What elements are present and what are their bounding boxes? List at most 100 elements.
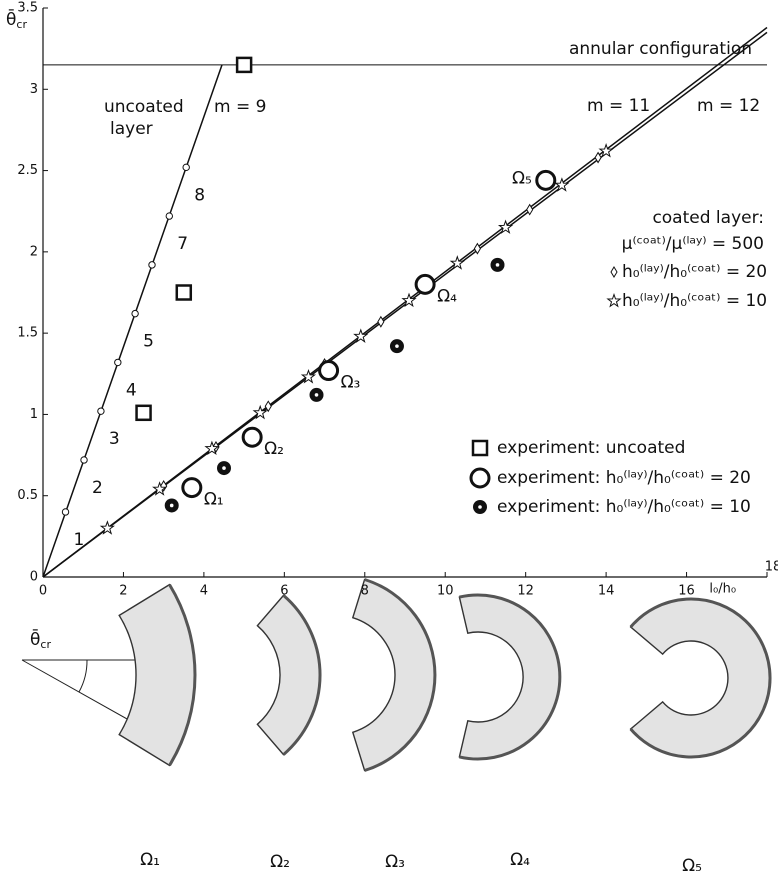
y-tick-label: 2.5 [17, 163, 38, 178]
mode-label: 5 [143, 332, 154, 352]
omega-label: Ω₂ [264, 439, 284, 459]
open-circle-point [241, 426, 263, 448]
star-point [598, 143, 614, 158]
x-tick-label: 12 [517, 584, 534, 599]
omega-label: Ω₁ [204, 490, 224, 510]
dot-center [495, 263, 500, 267]
legend-text: experiment: h₀⁽ˡᵃʸ⁾/h₀⁽ᶜᵒᵃᵗ⁾ = 20 [497, 468, 751, 488]
shape-label: Ω₃ [385, 852, 405, 872]
x-tick-label: 16 [678, 584, 695, 599]
x-tick-label: 10 [437, 584, 454, 599]
mode-label: 8 [194, 185, 205, 205]
shape-label: Ω₄ [510, 850, 530, 870]
small-circle-point [114, 358, 122, 367]
mode-label: 3 [109, 429, 120, 449]
star-point [252, 404, 268, 420]
star-point [300, 368, 317, 384]
y-tick-label: 3 [30, 82, 38, 97]
star-point [554, 177, 570, 192]
shape-label: Ω₂ [270, 852, 290, 872]
y-tick-label: 3.5 [17, 1, 38, 16]
y-axis-label: θ̄cr [6, 8, 27, 31]
open-circle-point [535, 169, 557, 191]
coating-edge [168, 583, 197, 767]
mode-label: 4 [126, 380, 137, 400]
small-circle-point [148, 261, 156, 269]
square-point [175, 284, 193, 301]
x-tick-label: 14 [598, 584, 615, 599]
open-circle-point [318, 360, 340, 382]
y-label-sub: cr [16, 18, 27, 31]
y-tick-label: 0.5 [17, 488, 38, 503]
coating-edge [629, 597, 772, 759]
dot-circle-point [217, 461, 231, 476]
star-point [152, 481, 168, 496]
line-label: m = 11 [587, 96, 650, 116]
annotation: m = 9 [214, 97, 266, 117]
dot-circle-point [389, 339, 404, 354]
small-circle-point [182, 163, 190, 172]
star-point [204, 440, 220, 456]
legend-text: experiment: uncoated [497, 438, 685, 458]
star-point [353, 328, 369, 343]
x-tick-label: 0 [39, 584, 47, 599]
shape-label: Ω₅ [682, 856, 702, 876]
x-tick-label: 6 [280, 584, 288, 599]
open-circle-point [181, 477, 203, 499]
small-circle-point [165, 212, 173, 220]
diamond-point [526, 203, 534, 216]
square-point [235, 56, 253, 74]
legend-text: experiment: h₀⁽ˡᵃʸ⁾/h₀⁽ᶜᵒᵃᵗ⁾ = 10 [497, 497, 751, 517]
y-tick-label: 0 [30, 570, 38, 585]
star-point [449, 255, 465, 270]
omega-label: Ω₃ [341, 373, 361, 393]
star-point [99, 520, 115, 535]
legend-title: coated layer: [652, 208, 764, 228]
diamond-point [473, 242, 481, 255]
square-point [135, 404, 152, 422]
legend-marker [610, 266, 618, 278]
star-point [401, 292, 417, 308]
domain-shape [458, 594, 561, 760]
dot-circle-point [490, 257, 505, 272]
shape-label: Ω₁ [140, 850, 160, 870]
coating-edge [364, 578, 437, 772]
dot-center [395, 344, 399, 348]
mode-label: 7 [177, 234, 188, 254]
curve [42, 64, 223, 578]
mode-label: 1 [74, 530, 85, 550]
x-tick-label: 8 [361, 584, 369, 599]
small-circle-point [131, 309, 139, 318]
hline-label: annular configuration [569, 39, 752, 59]
small-circle-point [80, 456, 88, 464]
domain-shape [351, 578, 436, 772]
open-circle-point [414, 273, 436, 295]
angle-symbol: θ̄ [30, 628, 40, 650]
omega-label: Ω₄ [437, 286, 457, 306]
x-axis-label: l₀/h₀ [709, 582, 736, 597]
line-label: m = 12 [697, 96, 760, 116]
diamond-point [264, 400, 272, 413]
dot-center [222, 466, 226, 470]
legend-text: μ⁽ᶜᵒᵃᵗ⁾/μ⁽ˡᵃʸ⁾ = 500 [622, 234, 764, 254]
legend-marker [469, 467, 491, 489]
shapes: Ω₁ Ω₂ Ω₃ Ω₄ Ω₅ [21, 578, 772, 876]
omega-label: Ω₅ [512, 168, 532, 188]
y-label-symbol: θ̄ [6, 8, 16, 30]
angle-label: θ̄cr [30, 628, 51, 651]
dot-center [314, 393, 319, 397]
angle-arc [78, 659, 88, 693]
x-tick-label: 2 [119, 584, 127, 599]
legend-marker [473, 500, 487, 514]
legend-text: h₀⁽ˡᵃʸ⁾/h₀⁽ᶜᵒᵃᵗ⁾ = 10 [622, 291, 767, 311]
coating-edge [459, 593, 562, 761]
star-point [497, 219, 514, 234]
annotation: uncoated [104, 97, 184, 117]
legend-marker [606, 292, 622, 308]
dot-center [478, 505, 482, 509]
annotation: layer [110, 119, 153, 139]
diamond-point [377, 315, 385, 328]
small-circle-point [61, 508, 70, 516]
legend-marker [471, 439, 489, 457]
